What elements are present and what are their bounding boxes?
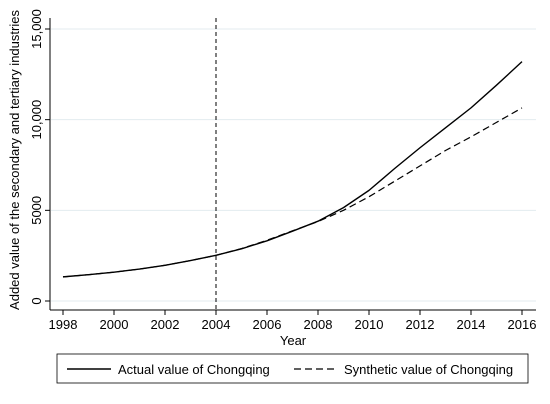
x-ticks: 1998 2000 2002 2004 2006 2008 2010 2012 2014 2016 — [49, 310, 537, 332]
series-line-synthetic — [62, 107, 523, 278]
x-axis-title: Year — [280, 333, 307, 348]
x-tick-label-2: 2002 — [151, 317, 180, 332]
x-tick-label-9: 2016 — [508, 317, 537, 332]
x-tick-label-5: 2008 — [304, 317, 333, 332]
legend: Actual value of Chongqing Synthetic valu… — [56, 353, 529, 384]
series-lines — [62, 61, 523, 278]
legend-label-actual: Actual value of Chongqing — [118, 362, 270, 377]
y-tick-label-2: 10,000 — [29, 100, 44, 140]
x-tick-label-8: 2014 — [457, 317, 486, 332]
x-tick-label-0: 1998 — [49, 317, 78, 332]
x-tick-label-7: 2012 — [406, 317, 435, 332]
y-ticks: 0 5000 10,000 15,000 — [29, 9, 50, 305]
x-tick-label-1: 2000 — [100, 317, 129, 332]
y-tick-label-1: 5000 — [29, 196, 44, 225]
y-axis-title: Added value of the secondary and tertiar… — [7, 10, 22, 310]
legend-label-synthetic: Synthetic value of Chongqing — [344, 362, 513, 377]
x-tick-label-6: 2010 — [355, 317, 384, 332]
y-tick-label-0: 0 — [29, 297, 44, 304]
gridlines — [51, 28, 536, 302]
y-tick-label-3: 15,000 — [29, 9, 44, 49]
legend-box — [56, 353, 529, 384]
x-tick-label-4: 2006 — [253, 317, 282, 332]
x-tick-label-3: 2004 — [202, 317, 231, 332]
